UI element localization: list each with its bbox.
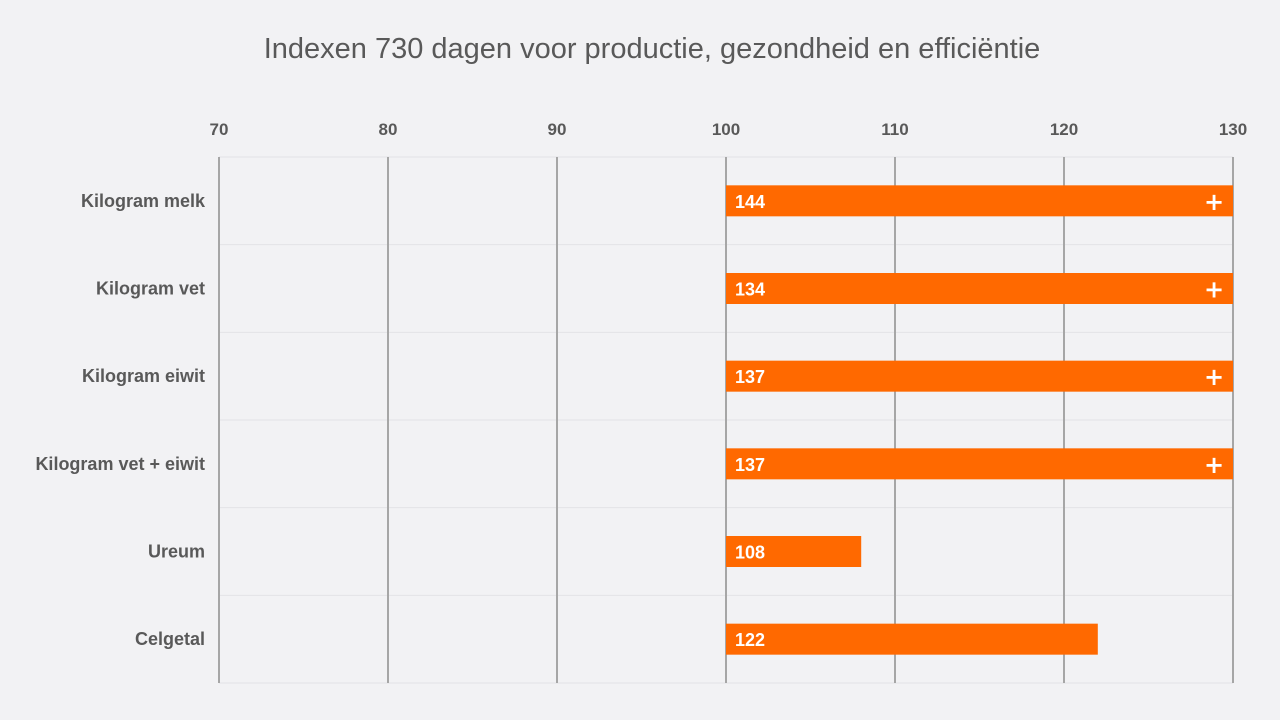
chart-title: Indexen 730 dagen voor productie, gezond… — [263, 33, 1041, 65]
x-tick-label: 80 — [379, 120, 398, 139]
bar-value-label: 134 — [735, 280, 765, 300]
overflow-marker: + — [1204, 363, 1224, 391]
bar-value-label: 137 — [735, 367, 765, 387]
x-tick-label: 90 — [548, 120, 567, 139]
category-label: Kilogram eiwit — [82, 366, 205, 386]
bar — [726, 448, 1233, 480]
bar-value-label: 137 — [735, 455, 765, 475]
x-tick-label: 130 — [1219, 120, 1247, 139]
overflow-marker: + — [1204, 276, 1224, 304]
category-label: Ureum — [148, 542, 205, 562]
bar-value-label: 144 — [735, 192, 765, 212]
x-tick-label: 120 — [1050, 120, 1078, 139]
category-label: Kilogram melk — [81, 191, 206, 211]
x-tick-label: 70 — [210, 120, 229, 139]
bar — [726, 360, 1233, 392]
x-tick-label: 110 — [881, 120, 908, 139]
x-tick-label: 100 — [712, 120, 740, 139]
bar — [726, 185, 1233, 217]
bar — [726, 273, 1233, 304]
bar — [726, 536, 862, 567]
category-label: Kilogram vet — [96, 279, 205, 299]
bar-value-label: 122 — [735, 630, 765, 650]
category-label: Kilogram vet + eiwit — [35, 454, 205, 474]
category-label: Celgetal — [135, 629, 205, 649]
bar-value-label: 108 — [735, 543, 765, 563]
bar — [726, 623, 1098, 655]
overflow-marker: + — [1204, 451, 1224, 479]
overflow-marker: + — [1204, 188, 1224, 216]
